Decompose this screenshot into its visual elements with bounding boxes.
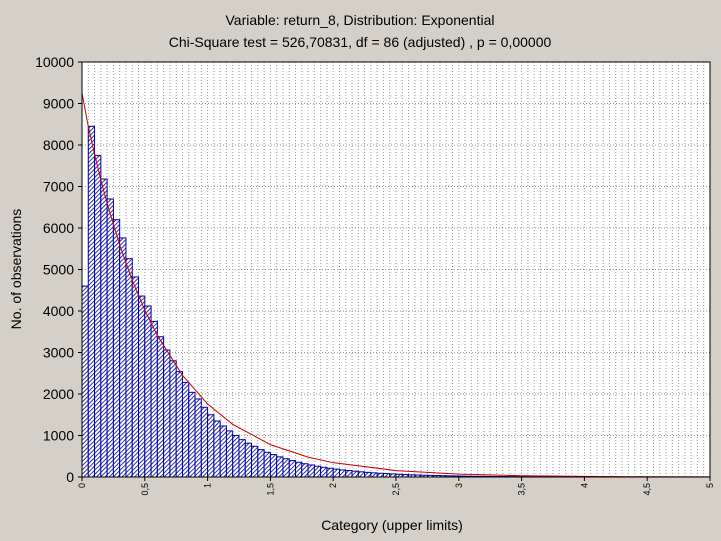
bar-38 (320, 466, 328, 478)
bar-40 (332, 468, 340, 478)
bar-28 (257, 449, 265, 478)
bar-45 (364, 471, 372, 478)
x-tick-label-3: 1,5 (265, 483, 275, 496)
y-axis: 0 1000 2000 3000 4000 5000 6000 7000 8000 9000 100… (35, 54, 82, 485)
x-tick-label-4: 2 (328, 483, 338, 488)
bar-14 (169, 360, 177, 478)
bar-21 (213, 420, 221, 478)
y-tick-label-0: 0 (66, 469, 74, 485)
x-tick-label-8: 4 (579, 483, 589, 488)
y-tick-label-7: 7000 (43, 179, 74, 195)
bar-46 (370, 472, 378, 478)
bar-20 (207, 414, 215, 478)
bar-16 (181, 381, 190, 478)
x-tick-label-1: 0,5 (140, 483, 150, 496)
y-tick-label-9: 9000 (43, 96, 74, 112)
bar-12 (156, 336, 165, 478)
bar-1 (87, 125, 96, 478)
bar-39 (326, 467, 334, 478)
bar-25 (238, 439, 246, 478)
bar-47 (376, 472, 384, 478)
bar-41 (338, 469, 347, 478)
y-tick-label-10: 10000 (35, 54, 74, 70)
bar-23 (225, 430, 234, 478)
fit-curve (81, 93, 711, 478)
bar-17 (188, 391, 196, 478)
bar-19 (200, 406, 209, 478)
bar-34 (295, 461, 303, 478)
y-axis-label: No. of observations (8, 209, 24, 330)
x-tick-label-0: 0 (77, 483, 87, 488)
bar-11 (150, 320, 158, 478)
bar-7 (125, 258, 133, 478)
bar-37 (313, 465, 322, 478)
histogram-bars (81, 125, 711, 478)
x-tick-label-7: 3,5 (517, 483, 527, 496)
bar-43 (351, 470, 359, 478)
y-tick-label-2: 2000 (43, 386, 74, 402)
bar-9 (138, 295, 146, 478)
bar-48 (382, 473, 391, 478)
x-tick-label-6: 3 (454, 483, 464, 488)
bar-33 (288, 460, 297, 478)
bar-8 (131, 276, 140, 478)
x-tick-label-5: 2,5 (391, 483, 401, 496)
chart-title: Variable: return_8, Distribution: Expone… (225, 12, 494, 28)
bar-30 (269, 454, 278, 478)
bar-35 (301, 463, 309, 478)
x-tick-label-2: 1 (203, 483, 213, 488)
bar-29 (263, 451, 271, 478)
bar-13 (163, 349, 171, 478)
bar-42 (345, 470, 353, 478)
bar-26 (244, 442, 253, 478)
bar-27 (251, 445, 259, 478)
bar-32 (282, 458, 290, 478)
x-tick-label-9: 4,5 (642, 483, 652, 496)
y-tick-label-8: 8000 (43, 137, 74, 153)
bar-10 (144, 305, 152, 478)
bar-22 (219, 425, 227, 478)
y-tick-label-6: 6000 (43, 220, 74, 236)
y-tick-label-1: 1000 (43, 428, 74, 444)
x-axis-label: Category (upper limits) (321, 517, 463, 533)
bar-3 (100, 178, 108, 478)
bar-4 (106, 198, 114, 478)
bar-6 (119, 237, 127, 478)
y-tick-label-4: 4000 (43, 303, 74, 319)
bar-36 (307, 464, 315, 478)
bar-5 (112, 219, 121, 478)
bar-31 (276, 456, 284, 478)
chart-subtitle: Chi-Square test = 526,70831, df = 86 (ad… (169, 34, 552, 50)
y-tick-label-5: 5000 (43, 262, 74, 278)
x-tick-label-10: 5 (705, 483, 715, 488)
bar-0 (81, 285, 89, 478)
y-tick-label-3: 3000 (43, 345, 74, 361)
bar-2 (94, 154, 102, 478)
bar-44 (357, 471, 366, 478)
bar-15 (175, 371, 183, 478)
bar-18 (194, 398, 202, 478)
bar-24 (232, 435, 240, 478)
x-axis: 0 0,5 1 1,5 2 2,5 3 3,5 4 4,5 5 (77, 477, 715, 496)
